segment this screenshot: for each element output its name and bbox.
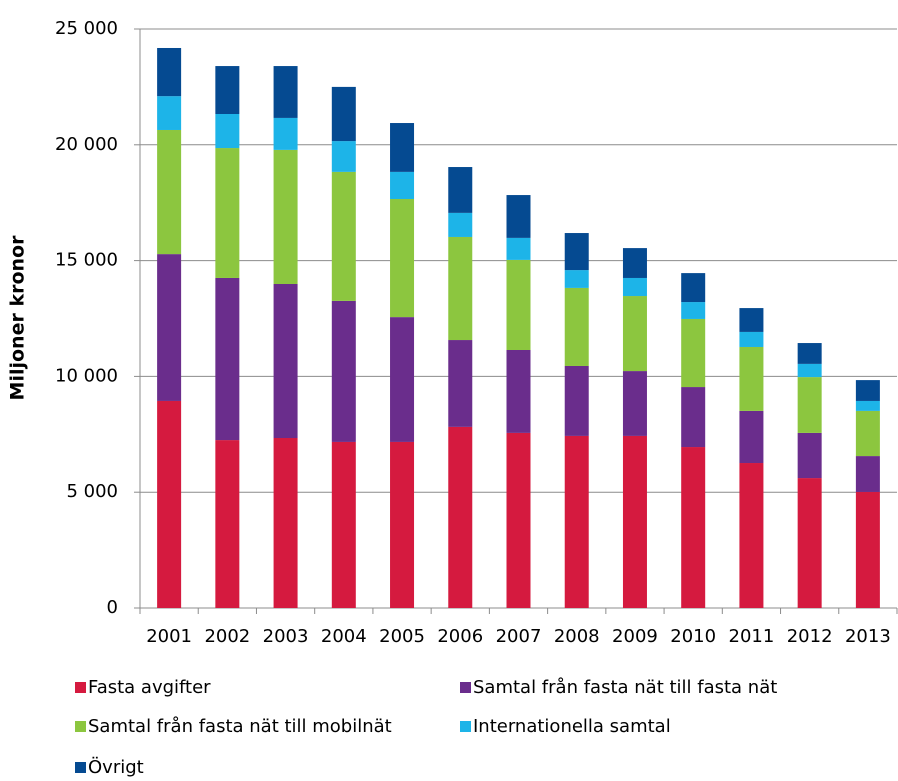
bar-segment	[215, 148, 240, 278]
bar-segment	[448, 212, 473, 237]
bar-segment	[157, 96, 182, 130]
bar-segment	[215, 440, 240, 608]
bar-segment	[797, 432, 822, 479]
bar-segment	[564, 365, 589, 436]
y-axis-label: Miljoner kronor	[7, 235, 29, 401]
bar-segment	[681, 273, 706, 303]
bar-segment	[681, 302, 706, 319]
bar-segment	[739, 463, 764, 608]
bar-segment	[855, 410, 880, 457]
bar-segment	[739, 346, 764, 411]
bar-segment	[157, 47, 182, 97]
bar-segment	[273, 283, 298, 439]
x-tick-label: 2010	[670, 626, 716, 647]
bar-segment	[739, 308, 764, 332]
x-tick-label: 2001	[146, 626, 192, 647]
bar-segment	[273, 149, 298, 284]
bar-segment	[448, 236, 473, 341]
bar-segment	[331, 300, 356, 442]
bar-segment	[564, 270, 589, 288]
legend-swatch	[75, 762, 86, 773]
bar-segment	[506, 237, 531, 260]
bar-segment	[622, 296, 647, 372]
bar-segment	[390, 123, 415, 172]
x-tick-label: 2006	[437, 626, 483, 647]
bar-segment	[622, 248, 647, 278]
bar-segment	[331, 141, 356, 172]
bar-segment	[448, 340, 473, 427]
legend-label: Fasta avgifter	[88, 677, 211, 698]
legend-label: Internationella samtal	[473, 716, 671, 737]
bar-segment	[564, 287, 589, 366]
bar-segment	[855, 380, 880, 401]
bar-segment	[331, 86, 356, 142]
bar-segment	[331, 441, 356, 608]
bar-segment	[855, 491, 880, 608]
bar-segment	[506, 259, 531, 350]
bar-segment	[739, 410, 764, 464]
bar-segment	[157, 254, 182, 401]
bar-segment	[797, 377, 822, 433]
x-tick-label: 2011	[729, 626, 775, 647]
y-tick-label: 5 000	[66, 481, 118, 502]
bar-segment	[448, 426, 473, 608]
x-tick-label: 2008	[554, 626, 600, 647]
bar-segment	[797, 343, 822, 364]
bar-segment	[681, 318, 706, 388]
bar-segment	[157, 129, 182, 255]
legend-swatch	[75, 682, 86, 693]
bar-segment	[390, 198, 415, 318]
bar-segment	[506, 195, 531, 238]
bar-segment	[564, 233, 589, 271]
bar-segment	[448, 167, 473, 213]
bar-segment	[273, 117, 298, 150]
bar-segment	[564, 435, 589, 608]
bar-segment	[157, 400, 182, 608]
y-tick-label: 20 000	[55, 134, 118, 155]
legend-swatch	[75, 721, 86, 732]
bar-segment	[855, 456, 880, 492]
bar-segment	[390, 171, 415, 199]
bar-segment	[215, 66, 240, 114]
bar-segment	[622, 277, 647, 297]
legend-swatch	[460, 682, 471, 693]
bar-segment	[331, 171, 356, 301]
bar-segment	[797, 478, 822, 608]
bar-segment	[273, 66, 298, 118]
legend-swatch	[460, 721, 471, 732]
bar-segment	[215, 113, 240, 149]
bar-segment	[273, 438, 298, 608]
x-tick-label: 2004	[321, 626, 367, 647]
x-tick-label: 2012	[787, 626, 833, 647]
x-tick-label: 2013	[845, 626, 891, 647]
y-tick-label: 25 000	[55, 18, 118, 39]
legend-label: Övrigt	[88, 756, 144, 778]
bar-segment	[390, 317, 415, 442]
legend-label: Samtal från fasta nät till mobilnät	[88, 716, 392, 737]
bar-segment	[506, 349, 531, 433]
y-tick-label: 10 000	[55, 365, 118, 386]
bar-segment	[390, 441, 415, 608]
bar-segment	[506, 432, 531, 608]
x-tick-label: 2002	[204, 626, 250, 647]
bar-segment	[681, 447, 706, 608]
bar-segment	[622, 371, 647, 436]
legend-label: Samtal från fasta nät till fasta nät	[473, 677, 777, 698]
bar-segment	[215, 277, 240, 441]
bar-segment	[681, 387, 706, 448]
x-tick-label: 2009	[612, 626, 658, 647]
bar-segment	[622, 435, 647, 608]
x-tick-label: 2005	[379, 626, 425, 647]
bar-segment	[739, 331, 764, 347]
y-tick-label: 0	[107, 597, 118, 618]
y-tick-label: 15 000	[55, 250, 118, 271]
bar-segment	[855, 400, 880, 411]
x-tick-label: 2007	[496, 626, 542, 647]
bar-segment	[797, 363, 822, 378]
x-tick-label: 2003	[263, 626, 309, 647]
